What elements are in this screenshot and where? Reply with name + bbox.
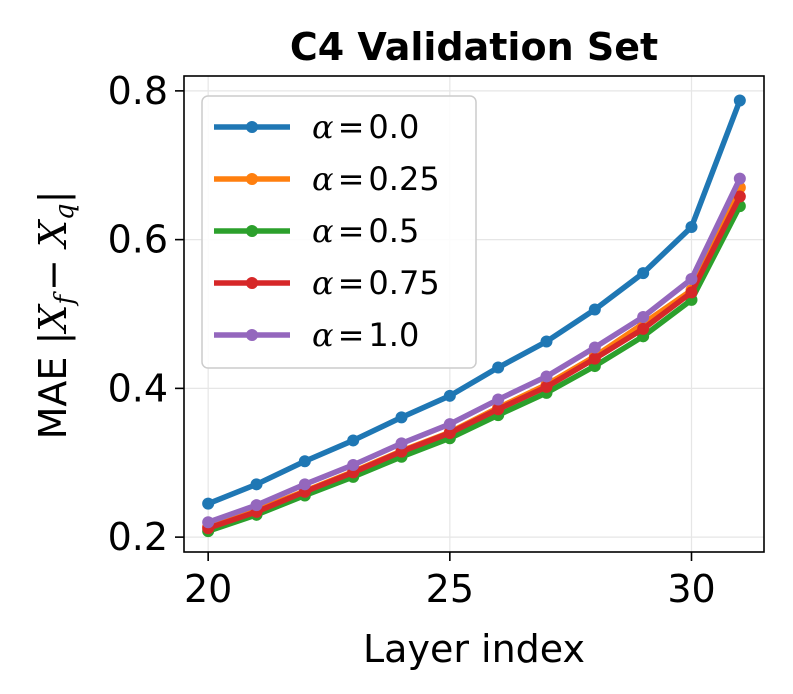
axis-ticks: 20 25 30 0.2 0.4 0.6 0.8 bbox=[108, 69, 716, 611]
legend-marker bbox=[246, 173, 258, 185]
legend-label: α = 1.0 bbox=[312, 316, 419, 354]
data-point bbox=[588, 341, 601, 354]
data-point bbox=[685, 220, 698, 233]
series-line bbox=[205, 175, 743, 525]
data-point bbox=[395, 411, 408, 424]
data-point bbox=[637, 267, 650, 280]
data-point bbox=[298, 455, 311, 468]
data-point bbox=[443, 418, 456, 431]
data-point bbox=[492, 403, 505, 416]
svg-text:MAE |Xf− Xq|: MAE |Xf− Xq| bbox=[31, 191, 80, 440]
legend-label: α = 0.25 bbox=[312, 160, 440, 198]
legend-box bbox=[201, 95, 477, 369]
legend-entry: α = 0.75 bbox=[214, 264, 440, 302]
legend-label: α = 0.75 bbox=[312, 264, 440, 302]
data-point bbox=[202, 497, 215, 510]
legend: α = 0.0 α = 0.25 α = 0.5 α = 0.75 α = 1.0 bbox=[201, 95, 477, 369]
data-point bbox=[685, 286, 698, 299]
legend-marker bbox=[246, 329, 258, 341]
y-tick-label: 0.8 bbox=[108, 69, 168, 113]
data-point bbox=[492, 393, 505, 406]
data-point bbox=[733, 172, 746, 185]
plot-series bbox=[202, 94, 746, 538]
legend-entry: α = 0.0 bbox=[214, 108, 419, 146]
legend-entry: α = 1.0 bbox=[214, 316, 419, 354]
data-point bbox=[637, 310, 650, 323]
data-point bbox=[540, 380, 553, 393]
data-point bbox=[443, 427, 456, 439]
series-0 bbox=[202, 94, 746, 510]
data-point bbox=[298, 478, 311, 491]
legend-marker bbox=[246, 121, 258, 133]
data-point bbox=[588, 303, 601, 316]
data-point bbox=[588, 352, 601, 365]
series-line bbox=[205, 203, 743, 534]
data-point bbox=[733, 94, 746, 107]
data-point bbox=[492, 361, 505, 374]
legend-marker bbox=[246, 225, 258, 237]
legend-label: α = 0.5 bbox=[312, 212, 419, 250]
data-point bbox=[733, 190, 746, 203]
data-point bbox=[202, 516, 215, 529]
y-tick-label: 0.4 bbox=[108, 366, 168, 410]
series-line bbox=[205, 97, 743, 507]
x-axis-label: Layer index bbox=[363, 627, 585, 671]
data-point bbox=[347, 434, 360, 447]
data-point bbox=[250, 478, 263, 491]
data-point bbox=[540, 370, 553, 383]
legend-label: α = 0.0 bbox=[312, 108, 419, 146]
y-tick-label: 0.6 bbox=[108, 218, 168, 262]
y-tick-label: 0.2 bbox=[108, 515, 168, 559]
data-point bbox=[685, 273, 698, 286]
y-axis-label: MAE |Xf− Xq| bbox=[31, 191, 80, 440]
data-point bbox=[395, 437, 408, 450]
data-point bbox=[347, 458, 360, 471]
data-point bbox=[540, 335, 553, 348]
plot-frame bbox=[183, 75, 765, 553]
data-point bbox=[637, 322, 650, 335]
data-point bbox=[250, 499, 263, 512]
legend-marker bbox=[246, 277, 258, 289]
x-tick-label: 25 bbox=[426, 567, 474, 611]
data-point bbox=[443, 389, 456, 402]
series-4 bbox=[202, 172, 746, 529]
x-tick-label: 20 bbox=[184, 567, 232, 611]
legend-entry: α = 0.25 bbox=[214, 160, 440, 198]
chart-title: C4 Validation Set bbox=[290, 25, 658, 69]
x-tick-label: 30 bbox=[667, 567, 715, 611]
legend-entry: α = 0.5 bbox=[214, 212, 419, 250]
series-line bbox=[205, 193, 743, 531]
